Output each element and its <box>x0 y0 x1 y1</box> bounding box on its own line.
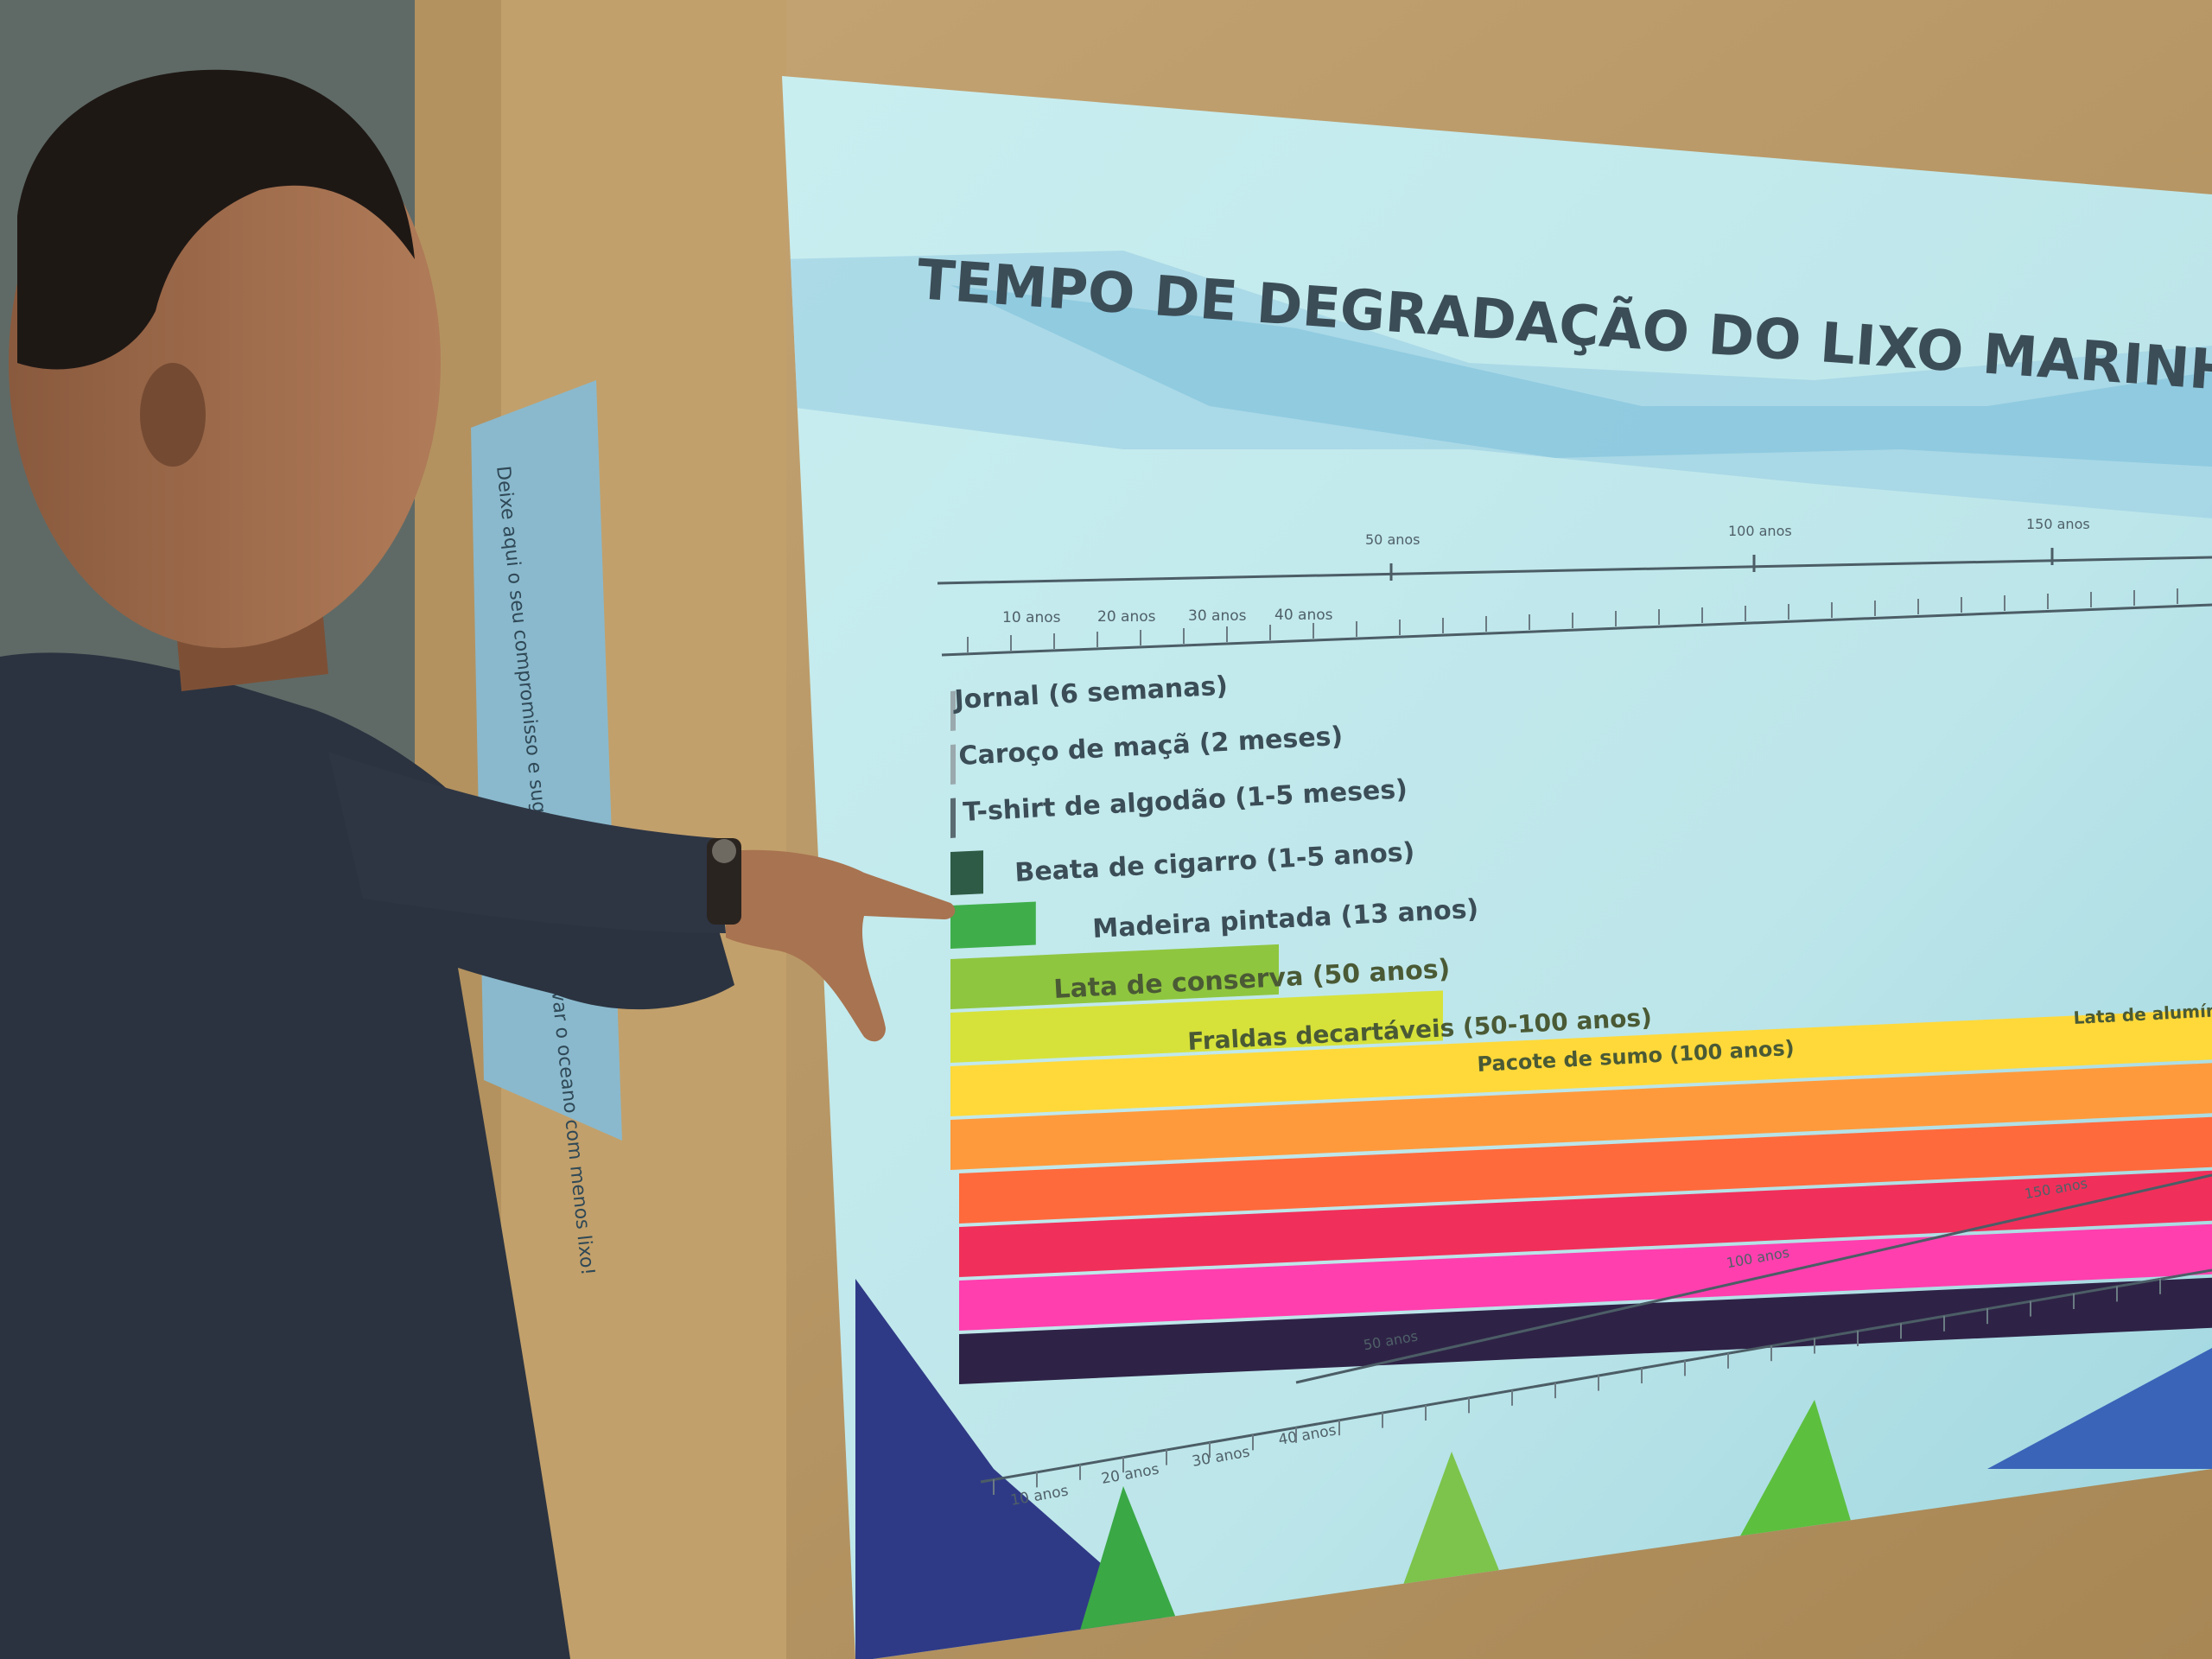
degradation-bar <box>950 850 983 895</box>
deco-band-top-2 <box>950 285 2212 467</box>
person-ear <box>140 363 206 467</box>
top-minor-tick-label: 10 anos <box>1002 609 1061 626</box>
degradation-bar <box>959 1224 2212 1331</box>
degradation-bar <box>959 1277 2212 1384</box>
degradation-bar <box>950 1009 2212 1116</box>
top-scale: 50 anos 100 anos 150 anos 10 anos 20 anos 30 … <box>937 516 2212 657</box>
watch-face <box>712 839 736 863</box>
top-major-tick-label: 100 anos <box>1728 523 1792 539</box>
bottom-axis-major <box>1295 1173 2212 1384</box>
wristwatch <box>707 838 741 925</box>
main-poster: TEMPO DE DEGRADAÇÃO DO LIXO MARINHO 50 a… <box>782 76 2212 1659</box>
top-minor-tick-label: 40 anos <box>1274 607 1333 624</box>
deco-bottom-blue <box>1987 1348 2212 1469</box>
deco-bottom-dark <box>855 1279 1210 1659</box>
degradation-bar <box>950 744 956 785</box>
degradation-bar <box>950 798 956 838</box>
degradation-bar <box>950 901 1036 949</box>
top-major-tick-label: 150 anos <box>2026 516 2090 532</box>
deco-bottom-green-1 <box>1071 1486 1192 1659</box>
degradation-bar <box>959 1170 2212 1277</box>
degradation-bar <box>950 990 1443 1063</box>
person-arm <box>328 752 726 933</box>
degradation-bar <box>959 1116 2212 1224</box>
top-major-tick-label: 50 anos <box>1365 531 1421 548</box>
person-hair <box>17 69 415 370</box>
top-axis-major <box>937 556 2212 585</box>
top-minor-tick-label: 30 anos <box>1188 607 1247 625</box>
bottom-axis-minor <box>980 1268 2212 1484</box>
degradation-bar <box>950 690 956 731</box>
degradation-bar <box>950 1063 2212 1170</box>
person-hand <box>726 849 956 1042</box>
bars-group: Jornal (6 semanas)Caroço de maçã (2 mese… <box>950 671 2212 1384</box>
person <box>0 69 956 1659</box>
top-axis-minor <box>941 603 2212 657</box>
degradation-bar <box>950 944 1279 1009</box>
top-minor-tick-label: 20 anos <box>1097 608 1156 626</box>
